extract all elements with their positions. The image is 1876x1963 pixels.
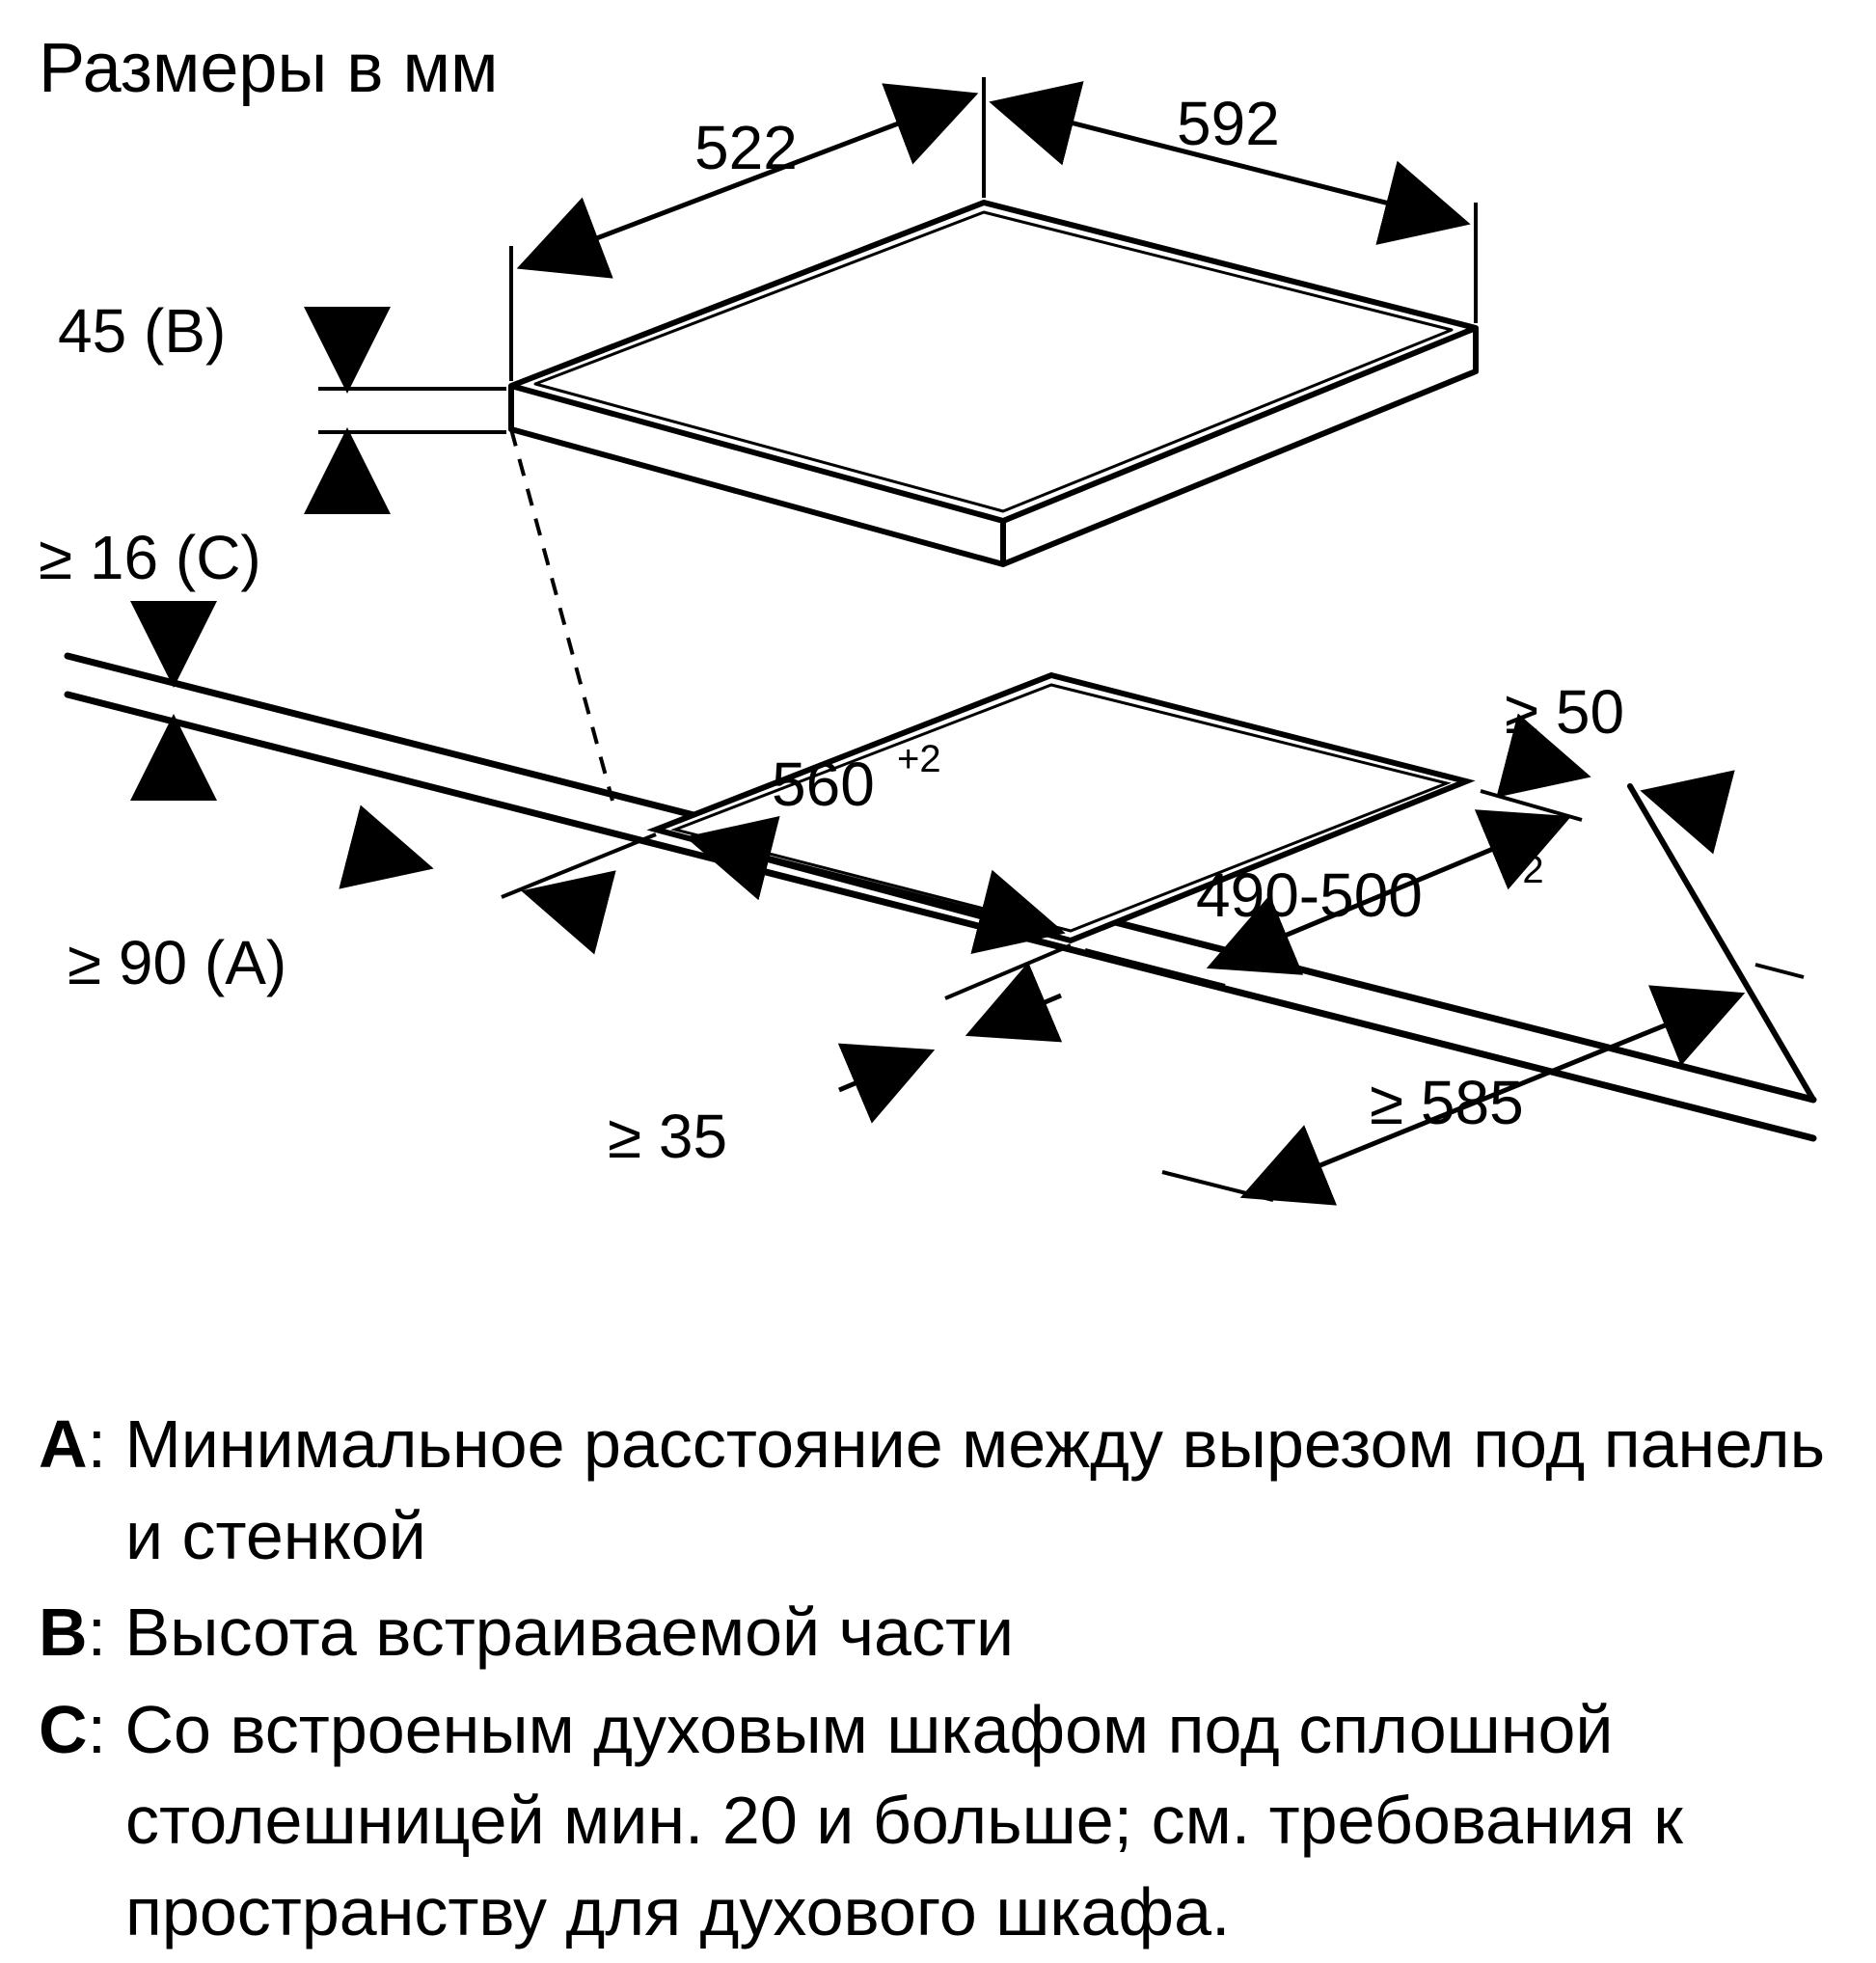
legend-text-b: : Высота встраиваемой части — [88, 1595, 1015, 1670]
label-hob-depth: 522 — [694, 113, 798, 182]
projection-line — [511, 429, 612, 801]
dim-rear-clearance: ≥ 50 — [1505, 677, 1717, 810]
label-front-clearance: ≥ 90 (A) — [68, 928, 286, 997]
legend: A: Минимальное расстояние между вырезом … — [39, 1399, 1833, 1963]
label-cutout-depth-tol: +2 — [1500, 849, 1544, 891]
label-side-clearance: ≥ 35 — [608, 1102, 727, 1171]
label-countertop-thickness: ≥ 16 (C) — [39, 523, 261, 592]
label-min-depth: ≥ 585 — [1370, 1068, 1524, 1137]
label-rear-clearance: ≥ 50 — [1505, 677, 1624, 747]
label-cutout-depth: 490-500 — [1196, 860, 1423, 930]
label-cutout-width-tol: +2 — [897, 738, 941, 780]
label-hob-height: 45 (B) — [58, 296, 226, 366]
legend-item-a: A: Минимальное расстояние между вырезом … — [39, 1399, 1833, 1581]
legend-key-a: A — [39, 1406, 88, 1482]
technical-drawing: 522 592 45 (B) — [0, 0, 1876, 1399]
dim-min-depth: ≥ 585 — [1162, 965, 1813, 1213]
dim-hob-width: 592 — [998, 89, 1476, 323]
label-cutout-width: 560 — [772, 750, 875, 819]
legend-item-c: C: Со встроеным духовым шкафом под сплош… — [39, 1684, 1833, 1958]
hob-plate — [511, 203, 1476, 564]
label-hob-width: 592 — [1177, 89, 1280, 158]
dim-countertop-thickness: ≥ 16 (C) — [39, 523, 261, 781]
diagram-page: Размеры в мм — [0, 0, 1876, 1876]
dim-front-clearance: ≥ 90 (A) — [68, 834, 656, 997]
legend-text-a: : Минимальное расстояние между вырезом п… — [88, 1406, 1826, 1573]
legend-text-c: : Со встроеным духовым шкафом под сплошн… — [88, 1692, 1683, 1949]
dim-hob-height: 45 (B) — [58, 296, 506, 492]
legend-item-b: B: Высота встраиваемой части — [39, 1587, 1833, 1678]
dim-side-clearance: ≥ 35 — [608, 945, 1071, 1171]
legend-key-c: C — [39, 1692, 88, 1767]
legend-key-b: B — [39, 1595, 88, 1670]
